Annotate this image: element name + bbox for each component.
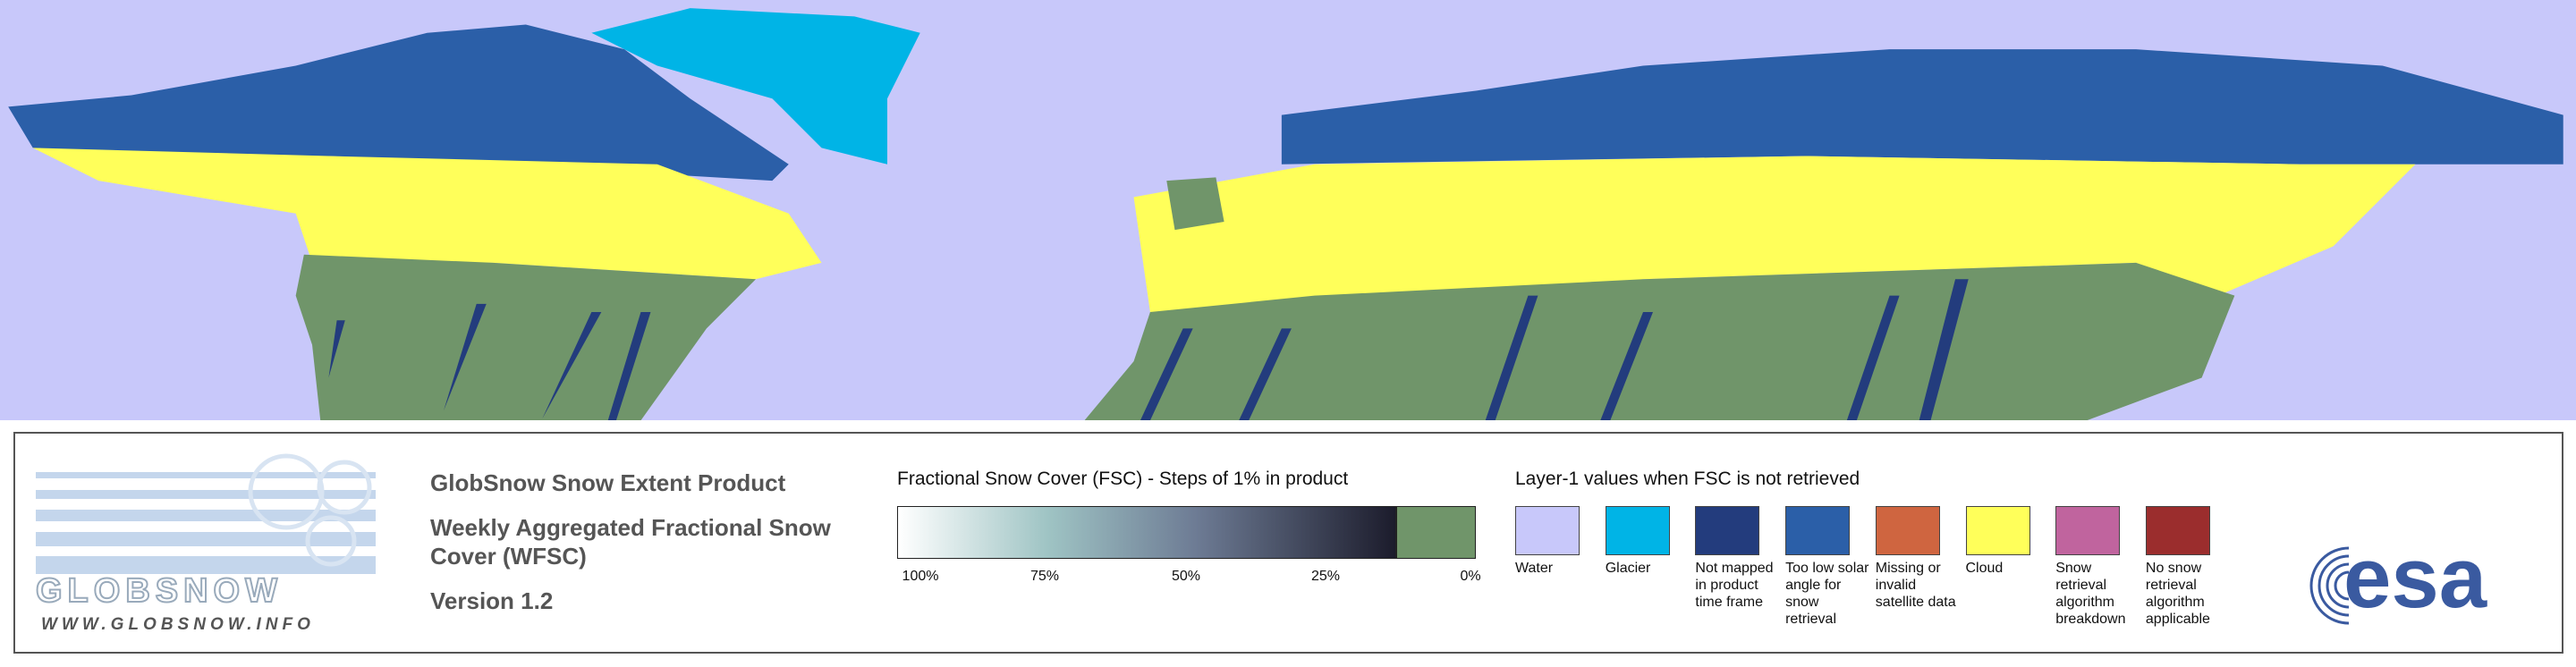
fsc-tick-label: 50% xyxy=(1171,569,1201,584)
class-swatch xyxy=(2145,506,2210,555)
product-title: GlobSnow Snow Extent Product xyxy=(430,469,786,496)
class-label: Too low solar angle for snow retrieval xyxy=(1785,561,1869,627)
esa-logo: esa xyxy=(2343,530,2487,626)
esa-emblem xyxy=(2309,544,2395,629)
map xyxy=(0,0,2576,420)
fsc-tick-label: 100% xyxy=(902,569,939,584)
class-swatch xyxy=(1965,506,2030,555)
class-label: No snow retrieval algorithm applicable xyxy=(2145,561,2210,627)
fsc-colorbar xyxy=(897,506,1396,559)
class-swatch xyxy=(2055,506,2121,555)
logo-url: WWW.GLOBSNOW.INFO xyxy=(41,615,315,634)
class-swatch xyxy=(1695,506,1760,555)
class-label: Not mapped in product time frame xyxy=(1695,561,1774,610)
class-swatch xyxy=(1785,506,1851,555)
class-label: Snow retrieval algorithm breakdown xyxy=(2055,561,2126,627)
fsc-tick-label: 75% xyxy=(1030,569,1060,584)
class-swatch xyxy=(1875,506,1940,555)
fsc-tick-label: 25% xyxy=(1310,569,1341,584)
class-swatch xyxy=(1605,506,1670,555)
class-label: Glacier xyxy=(1605,561,1651,576)
logo-name: GLOBSNOW xyxy=(35,571,283,611)
landmasses xyxy=(8,8,2563,420)
legend-panel xyxy=(13,432,2563,654)
globsnow-logo xyxy=(36,453,376,574)
class-swatch xyxy=(1515,506,1580,555)
class-label: Water xyxy=(1515,561,1554,576)
layer1-title: Layer-1 values when FSC is not retrieved xyxy=(1515,469,1860,489)
fsc-tick-label: 0% xyxy=(1460,569,1481,584)
fsc-title: Fractional Snow Cover (FSC) - Steps of 1… xyxy=(897,469,1349,489)
product-subtitle: Weekly Aggregated Fractional Snow Cover … xyxy=(430,514,831,570)
class-label: Missing or invalid satellite data xyxy=(1875,561,1956,610)
fsc-zero-swatch xyxy=(1396,506,1476,559)
product-version: Version 1.2 xyxy=(430,587,554,614)
class-label: Cloud xyxy=(1965,561,2004,576)
